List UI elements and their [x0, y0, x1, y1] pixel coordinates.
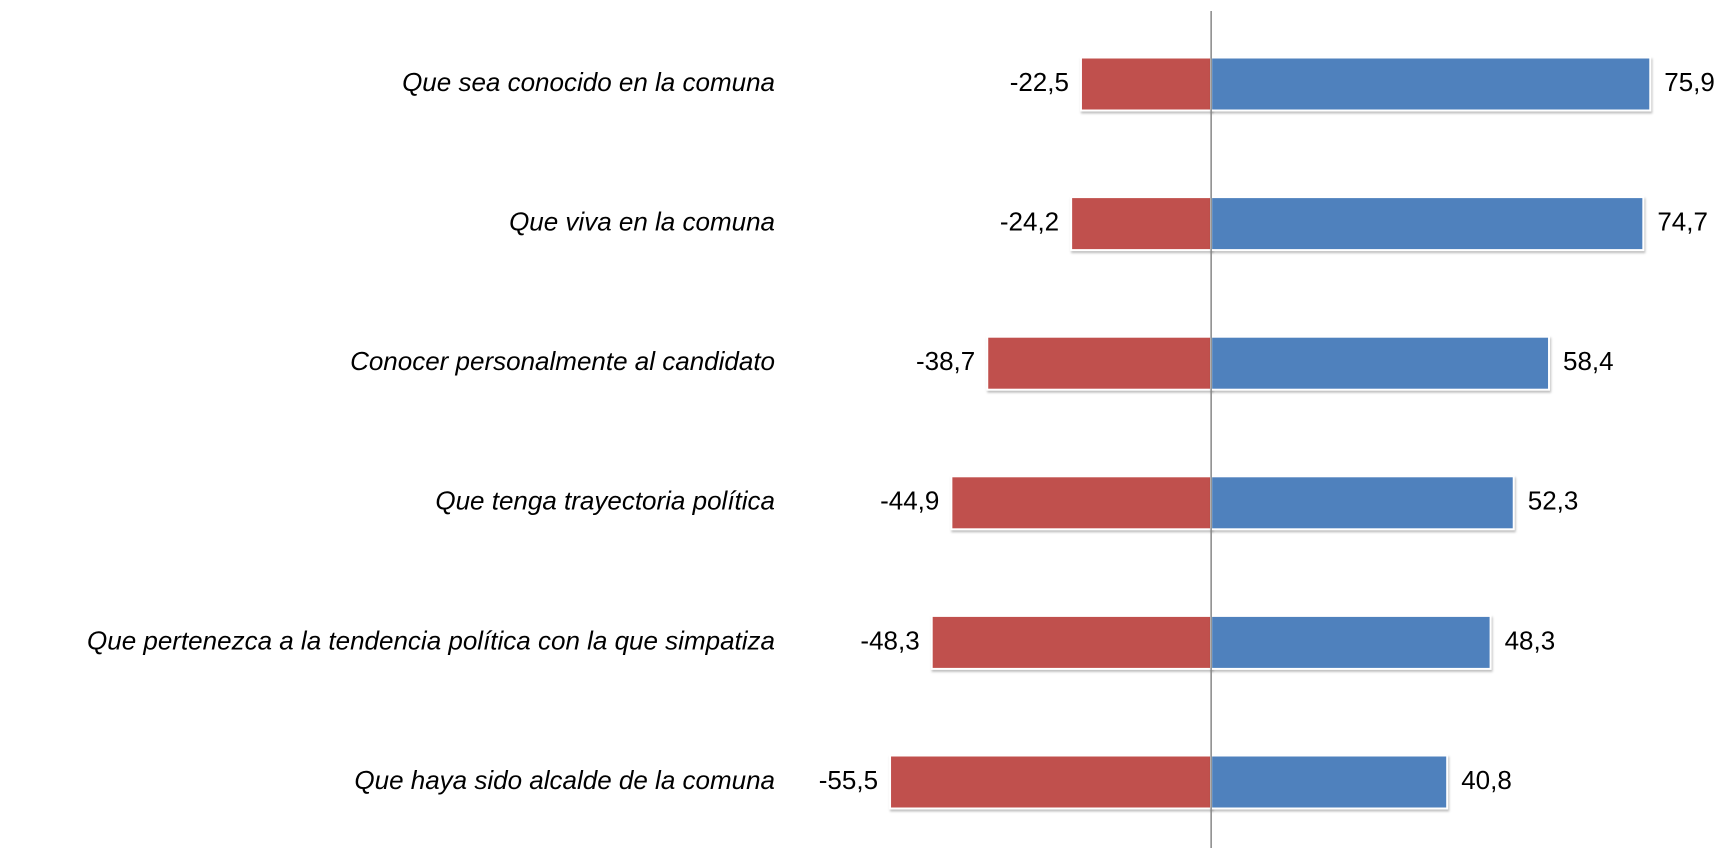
bar [930, 614, 1213, 670]
bar [950, 475, 1213, 531]
bar [1210, 56, 1652, 112]
value-label: 40,8 [1461, 765, 1512, 795]
value-label: 74,7 [1657, 206, 1708, 236]
value-label: -44,9 [880, 486, 939, 516]
bar [1079, 56, 1213, 112]
bar [1070, 196, 1213, 252]
category-label: Que tenga trayectoria política [435, 486, 775, 516]
value-label: 52,3 [1528, 486, 1579, 516]
bar [889, 754, 1213, 810]
category-label: Que viva en la comuna [509, 206, 775, 236]
bar [1210, 196, 1645, 252]
category-label: Que sea conocido en la comuna [402, 67, 775, 97]
category-label: Que haya sido alcalde de la comuna [354, 765, 775, 795]
value-label: 48,3 [1505, 625, 1556, 655]
bar [1210, 754, 1449, 810]
value-label: -22,5 [1010, 67, 1069, 97]
bar [1210, 335, 1551, 391]
category-label: Conocer personalmente al candidato [350, 346, 775, 376]
value-label: 58,4 [1563, 346, 1614, 376]
value-label: -48,3 [860, 625, 919, 655]
bar [1210, 614, 1492, 670]
value-label: 75,9 [1664, 67, 1715, 97]
value-label: -55,5 [819, 765, 878, 795]
bar [1210, 475, 1515, 531]
category-label: Que pertenezca a la tendencia política c… [87, 625, 775, 655]
value-label: -38,7 [916, 346, 975, 376]
value-label: -24,2 [1000, 206, 1059, 236]
bar [986, 335, 1213, 391]
